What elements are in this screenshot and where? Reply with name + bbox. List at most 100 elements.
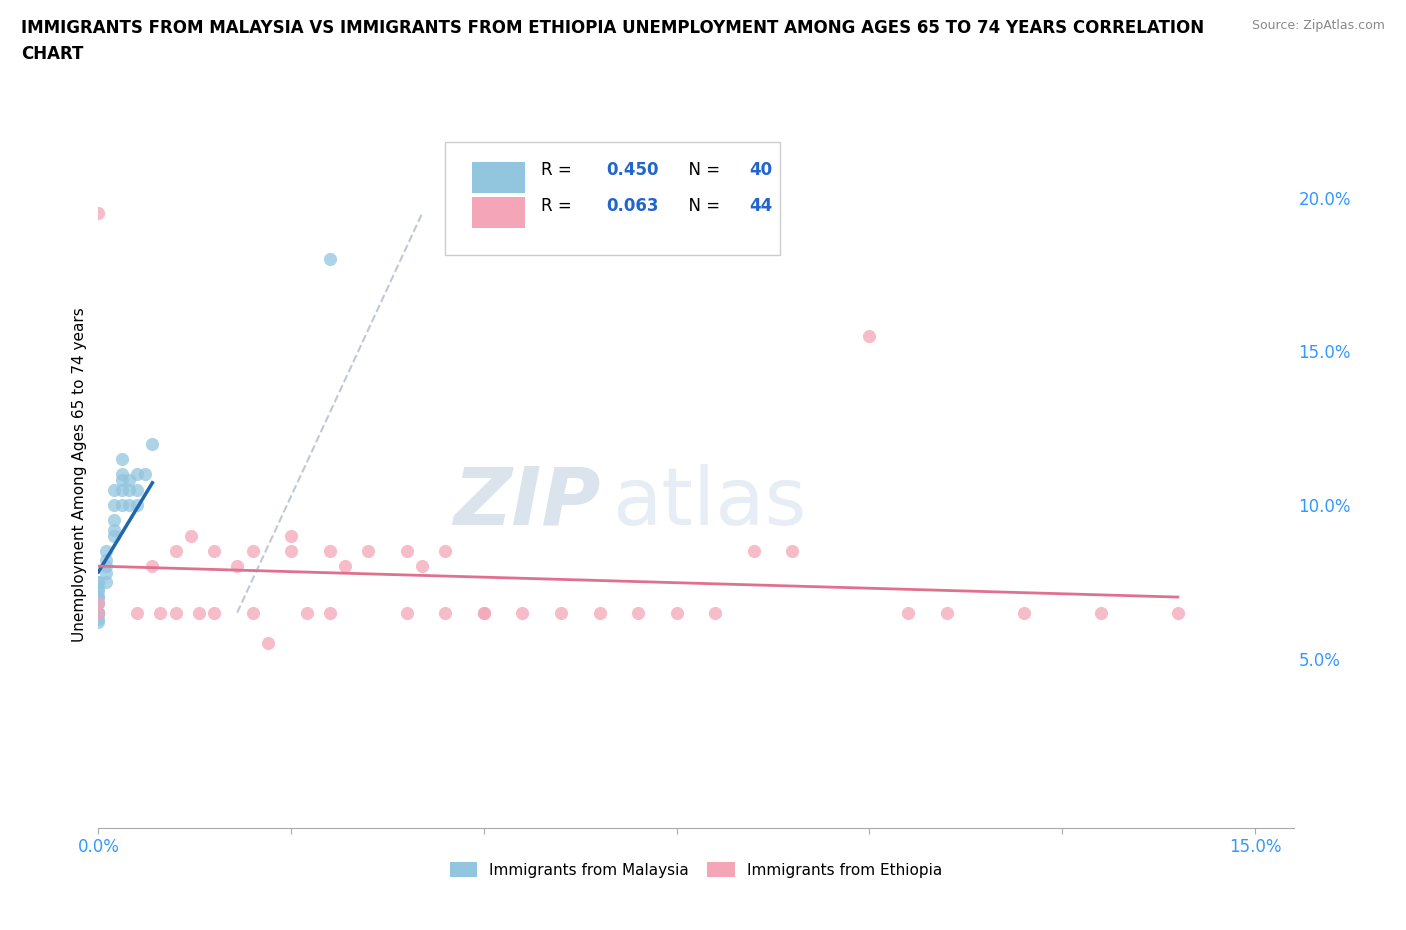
Point (125, 467, 148, 482)
Point (550, 605, 572, 620)
Point (434, 605, 457, 620)
Point (1090, 605, 1112, 620)
Point (87, 605, 110, 620)
Text: ZIP: ZIP (453, 463, 600, 541)
Point (87, 596, 110, 611)
Point (411, 559, 433, 574)
Text: 40: 40 (749, 162, 773, 179)
Point (125, 483, 148, 498)
Point (149, 605, 172, 620)
Point (118, 483, 141, 498)
Point (87, 596, 110, 611)
Point (94, 559, 117, 574)
Y-axis label: Unemployment Among Ages 65 to 74 years: Unemployment Among Ages 65 to 74 years (72, 307, 87, 642)
Text: R =: R = (541, 197, 576, 215)
Point (512, 605, 534, 620)
Point (87, 575, 110, 590)
Point (94, 575, 117, 590)
Point (1012, 605, 1035, 620)
Text: 0.063: 0.063 (606, 197, 659, 215)
Point (280, 528, 302, 543)
Point (242, 544, 264, 559)
Point (257, 636, 280, 651)
Point (87, 590, 110, 604)
Point (87, 605, 110, 620)
Point (165, 605, 187, 620)
Point (87, 615, 110, 630)
Point (141, 559, 163, 574)
Point (1167, 605, 1189, 620)
Point (295, 605, 318, 620)
Point (858, 328, 880, 343)
FancyBboxPatch shape (472, 197, 524, 229)
Point (94, 553, 117, 568)
Point (187, 605, 209, 620)
Point (125, 605, 148, 620)
Text: atlas: atlas (613, 463, 807, 541)
Point (280, 544, 302, 559)
Point (103, 528, 125, 543)
Point (434, 544, 457, 559)
FancyBboxPatch shape (446, 142, 780, 255)
Point (110, 451, 132, 466)
Text: 44: 44 (749, 197, 773, 215)
Point (319, 252, 342, 267)
Point (87, 605, 110, 620)
Point (87, 605, 110, 620)
Point (226, 559, 249, 574)
Point (395, 605, 418, 620)
Point (319, 544, 342, 559)
Point (134, 467, 156, 482)
Point (588, 605, 610, 620)
Point (935, 605, 957, 620)
Point (665, 605, 688, 620)
Point (87, 580, 110, 595)
Point (103, 522, 125, 537)
Point (87, 605, 110, 620)
Point (110, 467, 132, 482)
Point (87, 596, 110, 611)
Point (704, 605, 727, 620)
Point (87, 590, 110, 604)
Legend: Immigrants from Malaysia, Immigrants from Ethiopia: Immigrants from Malaysia, Immigrants fro… (443, 856, 949, 884)
Point (897, 605, 920, 620)
Point (395, 544, 418, 559)
Point (319, 605, 342, 620)
Point (110, 498, 132, 512)
Point (103, 483, 125, 498)
Point (125, 498, 148, 512)
Point (87, 605, 110, 620)
Point (94, 544, 117, 559)
Point (87, 605, 110, 620)
Point (110, 473, 132, 488)
Text: Source: ZipAtlas.com: Source: ZipAtlas.com (1251, 19, 1385, 32)
Point (87, 611, 110, 626)
Point (472, 605, 495, 620)
Text: R =: R = (541, 162, 576, 179)
Point (180, 528, 202, 543)
Point (103, 498, 125, 512)
Point (94, 565, 117, 580)
Point (742, 544, 765, 559)
Point (118, 498, 141, 512)
Point (782, 544, 804, 559)
FancyBboxPatch shape (472, 162, 524, 193)
Text: IMMIGRANTS FROM MALAYSIA VS IMMIGRANTS FROM ETHIOPIA UNEMPLOYMENT AMONG AGES 65 : IMMIGRANTS FROM MALAYSIA VS IMMIGRANTS F… (21, 19, 1204, 63)
Point (333, 559, 356, 574)
Point (472, 605, 495, 620)
Point (627, 605, 650, 620)
Text: N =: N = (678, 162, 725, 179)
Point (165, 544, 187, 559)
Point (242, 605, 264, 620)
Point (87, 206, 110, 220)
Point (357, 544, 380, 559)
Point (110, 483, 132, 498)
Text: N =: N = (678, 197, 725, 215)
Point (103, 513, 125, 528)
Point (118, 473, 141, 488)
Point (87, 575, 110, 590)
Text: 0.450: 0.450 (606, 162, 659, 179)
Point (202, 544, 225, 559)
Point (202, 605, 225, 620)
Point (141, 436, 163, 451)
